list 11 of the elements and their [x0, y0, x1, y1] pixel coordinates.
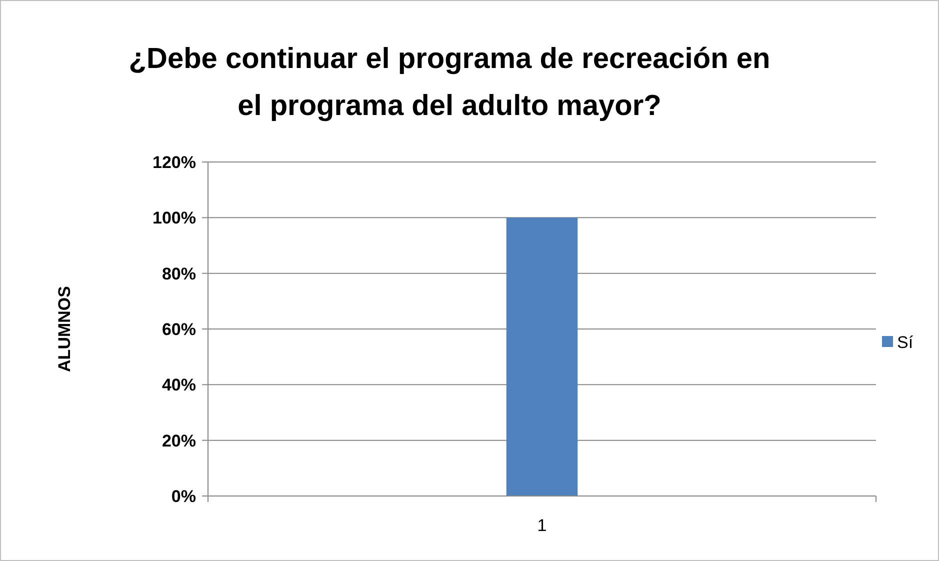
legend-label: Sí [897, 332, 914, 352]
y-tick-label: 60% [162, 320, 196, 339]
y-tick-label: 80% [162, 264, 196, 284]
y-tick-label: 120% [152, 152, 196, 172]
chart-title: ¿Debe continuar el programa de recreación en el programa del adulto mayor? [128, 43, 770, 122]
y-tick-label: 100% [152, 208, 196, 228]
y-tick-label: 20% [162, 431, 196, 450]
y-tick-label: 0% [171, 486, 196, 506]
x-tick-label: 1 [537, 516, 547, 535]
y-axis-title: ALUMNOS [55, 286, 74, 372]
y-tick-label: 40% [162, 376, 196, 395]
